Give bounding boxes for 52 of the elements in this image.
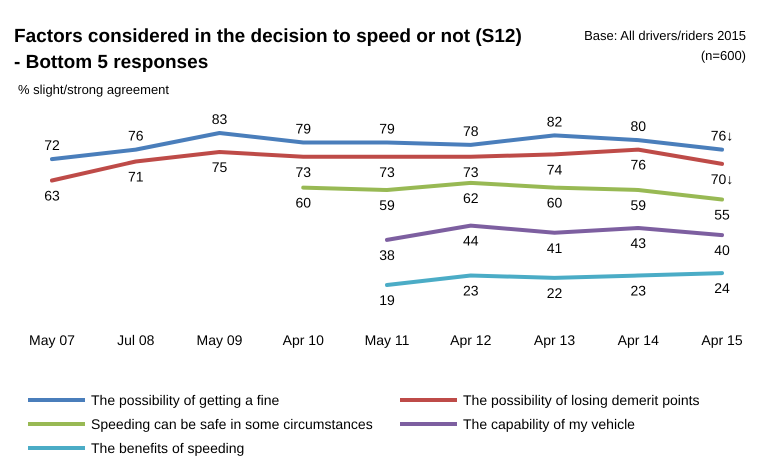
data-label: 23 — [462, 282, 479, 298]
data-label: 60 — [295, 194, 312, 211]
x-tick-label: May 07 — [29, 332, 76, 348]
y-axis-title: % slight/strong agreement — [18, 82, 170, 97]
x-tick-label: Apr 12 — [450, 332, 492, 348]
data-label: 23 — [630, 282, 646, 298]
data-label: 70↓ — [710, 170, 734, 187]
data-label: 73 — [295, 164, 312, 180]
data-label: 71 — [128, 168, 144, 184]
x-tick-label: Apr 14 — [618, 332, 660, 348]
data-label: 79 — [295, 120, 312, 136]
x-tick-label: Jul 08 — [117, 332, 155, 348]
legend-label: The benefits of speeding — [91, 440, 244, 456]
x-tick-label: Apr 13 — [534, 332, 576, 348]
data-label: 43 — [630, 235, 646, 251]
data-label: 82 — [546, 113, 562, 130]
x-tick-label: Apr 15 — [701, 332, 743, 348]
data-label: 41 — [546, 240, 562, 256]
data-label: 76 — [128, 128, 144, 144]
legend-label: Speeding can be safe in some circumstances — [91, 416, 373, 432]
data-label: 38 — [379, 246, 395, 263]
data-label: 83 — [212, 111, 228, 127]
text: (n=600) — [700, 48, 746, 63]
data-label: 73 — [379, 164, 395, 180]
data-label: 59 — [630, 197, 646, 213]
x-tick-label: Apr 10 — [282, 332, 324, 348]
data-label: 55 — [714, 206, 730, 222]
legend-label: The capability of my vehicle — [463, 416, 636, 432]
x-tick-label: May 11 — [364, 332, 410, 348]
data-label: 44 — [462, 232, 479, 249]
data-label: 60 — [546, 194, 562, 211]
data-label: 72 — [44, 137, 60, 154]
x-tick-label: May 09 — [196, 332, 243, 348]
data-label: 59 — [379, 197, 395, 213]
data-label: 75 — [212, 159, 228, 175]
data-label: 40 — [714, 242, 730, 258]
data-label: 80 — [630, 118, 646, 134]
data-label: 62 — [462, 190, 479, 206]
data-label: 19 — [379, 292, 395, 308]
data-label: 73 — [462, 164, 479, 180]
data-label: 24 — [714, 280, 730, 296]
data-label: 22 — [546, 284, 562, 301]
data-label: 79 — [379, 120, 395, 136]
legend-label: The possibility of getting a fine — [91, 392, 280, 408]
data-label: 76 — [630, 156, 646, 173]
legend-label: The possibility of losing demerit points — [463, 392, 700, 408]
data-label: 74 — [546, 161, 562, 178]
data-label: 63 — [44, 188, 60, 204]
chart-title: Factors considered in the decision to speed or not (S12) - Bottom 5 responses — [14, 26, 522, 73]
data-label: 78 — [462, 122, 479, 139]
data-label: 76↓ — [710, 128, 734, 144]
text: Base: All drivers/riders 2015 — [584, 28, 746, 43]
